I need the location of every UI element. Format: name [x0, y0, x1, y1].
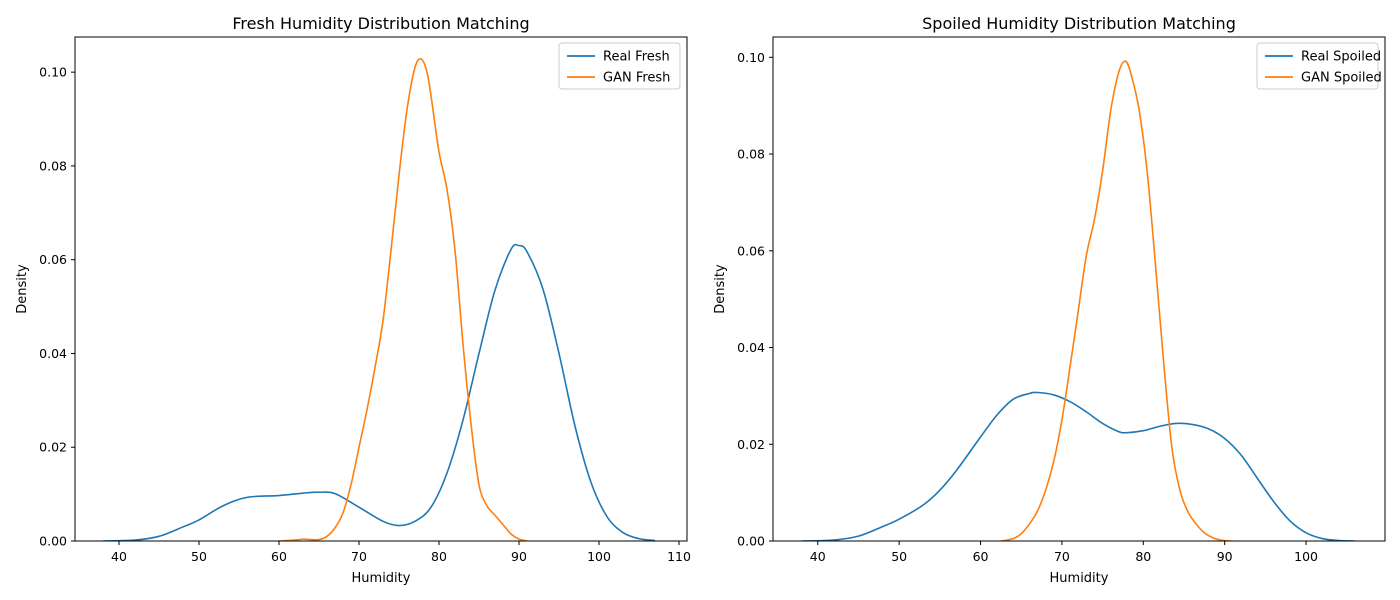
spoiled-chart-panel: Spoiled Humidity Distribution Matching H…: [713, 14, 1386, 586]
spoiled-y-axis-label: Density: [713, 264, 728, 314]
fresh-y-tick-label: 0.06: [39, 252, 67, 267]
fresh-ticks: 40 50 60 70 80 90 100 110 0.00 0.02 0.04 0.06 0.08 0.…: [39, 65, 691, 564]
spoiled-x-axis-label: Humidity: [1050, 571, 1109, 586]
fresh-x-axis-label: Humidity: [352, 571, 411, 586]
spoiled-legend: Real Spoiled GAN Spoiled: [1256, 42, 1382, 90]
spoiled-x-tick-label: 80: [1135, 549, 1151, 564]
fresh-x-tick-label: 50: [191, 549, 207, 564]
fresh-y-tick-label: 0.04: [39, 346, 67, 361]
spoiled-x-tick-label: 90: [1217, 549, 1233, 564]
fresh-y-axis-label: Density: [15, 264, 30, 314]
fresh-chart-panel: Fresh Humidity Distribution Matching Hum…: [15, 14, 691, 586]
spoiled-series-line-real-spoiled: [801, 391, 1355, 541]
spoiled-y-tick-label: 0.04: [737, 340, 765, 355]
fresh-series-line-gan-fresh: [278, 58, 528, 541]
fresh-x-tick-label: 100: [587, 549, 611, 564]
fresh-axes-frame: [74, 36, 688, 542]
fresh-legend: Real Fresh GAN Fresh: [558, 42, 681, 90]
fresh-legend-label-gan-fresh: GAN Fresh: [603, 71, 670, 86]
spoiled-legend-label-real-spoiled: Real Spoiled: [1301, 50, 1381, 65]
spoiled-y-tick-label: 0.10: [737, 50, 765, 65]
spoiled-x-tick-label: 50: [891, 549, 907, 564]
spoiled-y-tick-label: 0.00: [737, 534, 765, 549]
fresh-plot-area: [74, 36, 688, 542]
spoiled-series-line-gan-spoiled: [1000, 60, 1233, 541]
spoiled-legend-label-gan-spoiled: GAN Spoiled: [1301, 71, 1382, 86]
spoiled-chart-title: Spoiled Humidity Distribution Matching: [922, 14, 1236, 33]
spoiled-y-tick-label: 0.06: [737, 243, 765, 258]
fresh-y-tick-label: 0.00: [39, 534, 67, 549]
spoiled-x-tick-label: 100: [1294, 549, 1318, 564]
spoiled-x-tick-label: 60: [973, 549, 989, 564]
fresh-y-tick-label: 0.08: [39, 158, 67, 173]
spoiled-ticks: 40 50 60 70 80 90 100 0.00 0.02 0.04 0.06 0.08 0.10: [737, 50, 1318, 564]
fresh-y-tick-label: 0.10: [39, 65, 67, 80]
fresh-chart-title: Fresh Humidity Distribution Matching: [232, 14, 529, 33]
spoiled-plot-area: [772, 36, 1386, 542]
fresh-x-tick-label: 90: [511, 549, 527, 564]
fresh-x-tick-label: 80: [431, 549, 447, 564]
spoiled-axes-frame: [772, 36, 1386, 542]
fresh-x-tick-label: 60: [271, 549, 287, 564]
fresh-x-tick-label: 70: [351, 549, 367, 564]
fresh-y-tick-label: 0.02: [39, 440, 67, 455]
spoiled-y-tick-label: 0.08: [737, 147, 765, 162]
fresh-x-tick-label: 110: [667, 549, 691, 564]
spoiled-x-tick-label: 40: [810, 549, 826, 564]
fresh-x-tick-label: 40: [111, 549, 127, 564]
spoiled-x-tick-label: 70: [1054, 549, 1070, 564]
spoiled-y-tick-label: 0.02: [737, 437, 765, 452]
fresh-legend-label-real-fresh: Real Fresh: [603, 50, 670, 65]
fresh-series-line-real-fresh: [102, 243, 656, 541]
